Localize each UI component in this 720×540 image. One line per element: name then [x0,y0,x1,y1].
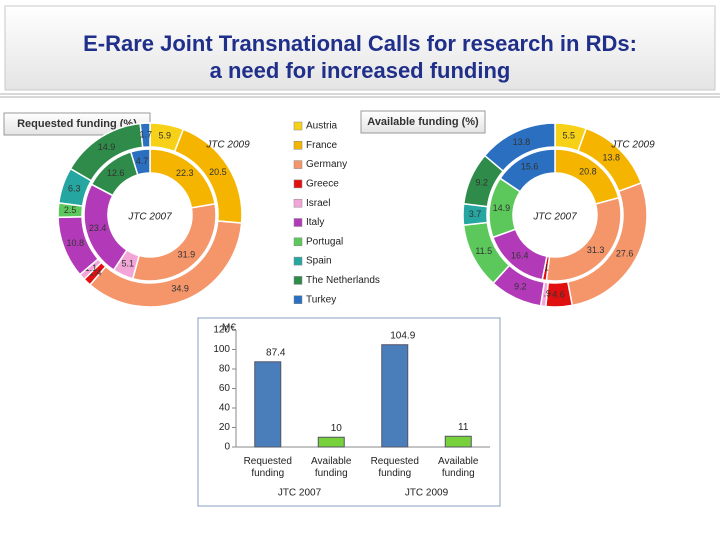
chart-title: Requested funding (%) [17,118,137,130]
data-label: 3.7 [469,209,482,219]
legend-swatch [293,121,303,131]
legend-swatch [293,160,303,169]
bar [317,436,345,448]
legend-label: Italy [306,217,324,228]
data-label: 16.4 [511,250,529,260]
slide-title: E-Rare Joint Transnational Calls for res… [83,31,637,56]
data-label: 5.1 [122,259,135,269]
legend-swatch [293,198,303,208]
legend-swatch [293,218,303,227]
data-label: 4.7 [136,156,149,166]
y-tick-label: 100 [213,344,230,355]
data-label: 13.8 [513,137,531,147]
legend-swatch [293,179,303,189]
data-label: 31.3 [587,245,605,255]
data-label: 6.3 [68,183,81,193]
y-axis-label: M€ [222,323,236,334]
data-label: 1.1 [85,263,98,273]
legend-swatch [293,141,303,150]
data-label: 5.9 [158,131,171,141]
data-label: 27.6 [616,249,634,259]
legend-label: Israel [306,198,330,209]
y-tick-label: 60 [219,383,231,394]
legend-label: Greece [306,179,339,190]
bar-frame [197,317,501,507]
data-label: 13.8 [603,153,621,163]
data-label: 5.5 [563,131,576,141]
data-label: 11 [458,422,469,433]
x-tick-label: Requested funding [370,456,419,479]
legend-swatch [293,276,303,285]
bar [381,344,409,448]
legend-label: Germany [306,159,347,170]
group-label: JTC 2009 [405,488,449,499]
data-label: 34.9 [171,283,189,293]
data-label: 9.2 [475,177,488,187]
donut-segment [499,148,556,193]
x-tick-label: Requested funding [243,456,292,479]
donut-segment [483,122,556,173]
chart-title: Available funding (%) [367,116,479,128]
data-label: 104.9 [390,330,415,341]
title-box [4,5,716,91]
y-tick-label: 0 [224,442,230,453]
data-label: 20.5 [209,167,227,177]
data-label: 4.6 [552,289,565,299]
data-label: 14.9 [493,203,511,213]
legend-label: Spain [306,256,332,267]
y-tick-label: 40 [219,403,231,414]
data-label: 20.8 [579,166,597,176]
y-tick-label: 120 [213,325,230,336]
ring-label: JTC 2009 [205,140,250,151]
donut-segment [129,148,151,176]
slide-title: a need for increased funding [210,58,511,83]
donut-segment [139,122,151,149]
data-label: 10 [331,423,343,434]
legend-swatch [293,256,303,266]
data-label: 1.7 [139,129,152,139]
ring-label: JTC 2007 [127,212,172,223]
bar [254,361,282,448]
data-label: 2.5 [64,205,77,215]
legend-label: The Netherlands [306,275,380,286]
data-label: 10.8 [66,238,84,248]
y-tick-label: 20 [219,422,231,433]
data-label: 12.6 [107,168,125,178]
data-label: 11.5 [475,246,492,256]
legend-label: France [306,140,338,151]
ring-label: JTC 2007 [532,212,577,223]
data-label: 9.2 [514,282,527,292]
data-label: 1.4 [89,268,102,278]
y-tick-label: 80 [219,364,231,375]
chart-title-box [360,110,486,134]
legend-swatch [293,237,303,247]
legend-swatch [293,295,303,304]
data-label: 87.4 [266,347,286,358]
bar [444,435,472,448]
legend-label: Austria [306,121,338,132]
x-tick-label: Available funding [438,456,479,479]
data-label: 14.9 [98,142,116,152]
data-label: 15.6 [521,162,539,172]
x-tick-label: Available funding [311,456,352,479]
legend-label: Portugal [306,236,343,247]
group-label: JTC 2007 [278,488,322,499]
data-label: 31.9 [178,249,196,259]
data-label: 1 [544,263,549,273]
data-label: 22.3 [176,168,194,178]
legend-label: Turkey [306,294,336,305]
data-label: 0.9 [538,289,551,299]
data-label: 23.4 [89,223,107,233]
ring-label: JTC 2009 [610,140,655,151]
